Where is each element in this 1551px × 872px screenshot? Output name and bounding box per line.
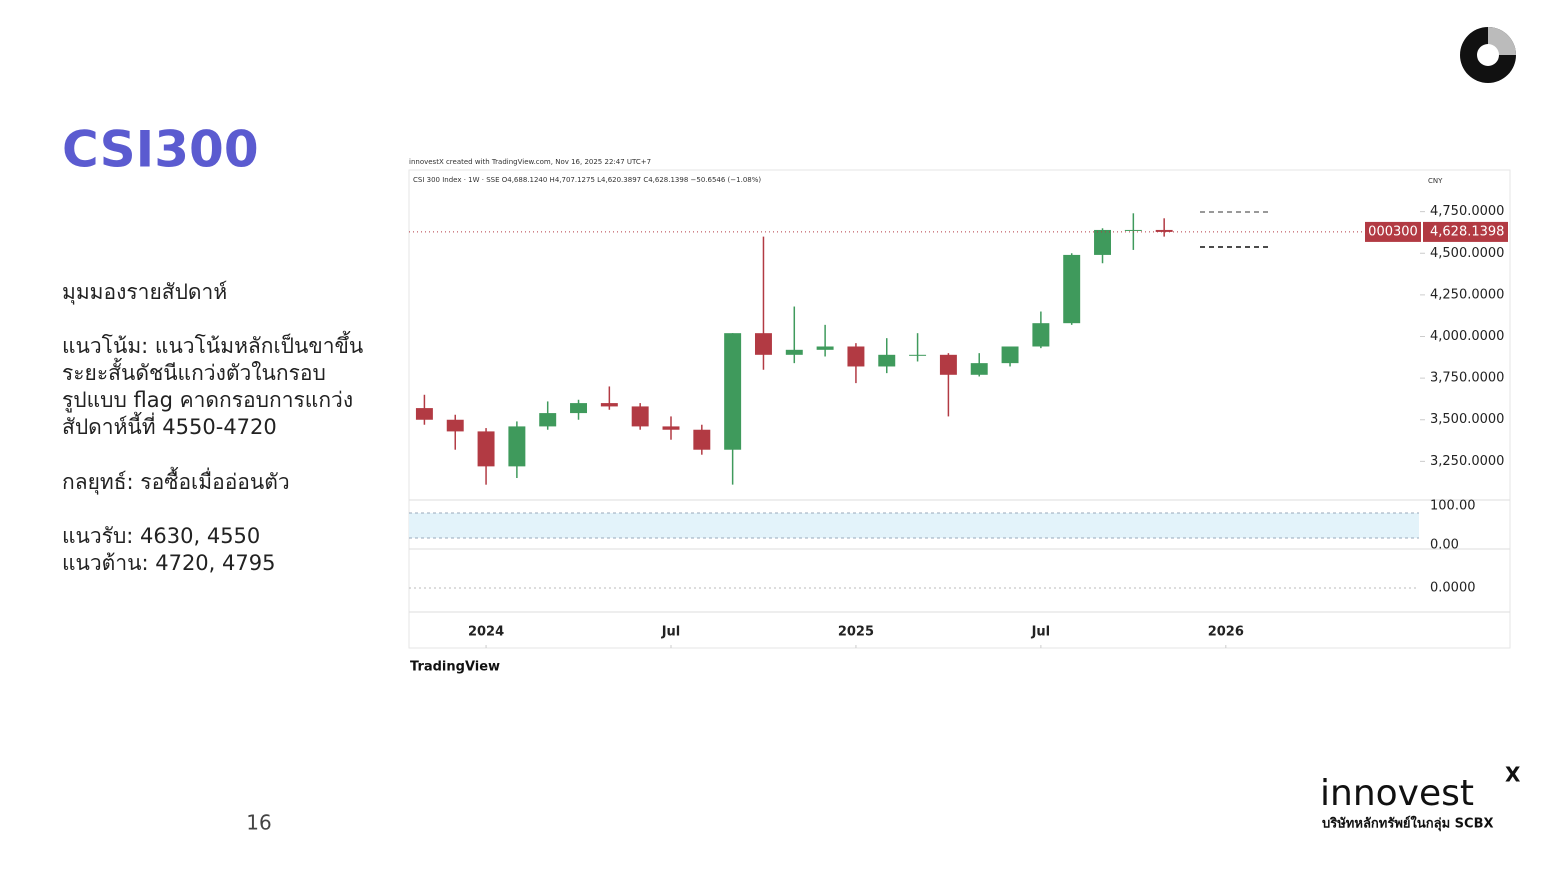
x-tick-label: 2025 [838, 625, 874, 640]
logo-hole [1477, 44, 1499, 66]
candle-body [754, 333, 772, 355]
candle-body [1094, 229, 1111, 255]
x-tick-label: Jul [661, 625, 681, 640]
candle-body [724, 333, 742, 450]
body-text: มุมมองรายสัปดาห์แนวโน้ม: แนวโน้มหลักเป็น… [62, 280, 363, 575]
body-line: กลยุทธ์: รอซื้อเมื่ออ่อนตัว [62, 467, 290, 495]
oscillator-band [409, 513, 1419, 538]
indicator-label: 0.00 [1430, 538, 1459, 553]
y-tick-label: 4,250.0000 [1430, 287, 1504, 302]
page-number: 16 [246, 811, 271, 835]
currency: CNY [1428, 177, 1443, 185]
candle-body [939, 354, 957, 375]
y-tick-label: 3,500.0000 [1430, 412, 1504, 427]
chart-header: CSI 300 Index · 1W · SSE O4,688.1240 H4,… [413, 176, 761, 184]
watermark: TradingView [410, 660, 500, 675]
candle-body [1063, 254, 1081, 324]
slide-title: CSI300 [62, 121, 259, 179]
symbol: 000300 [1368, 224, 1418, 239]
candle-body [878, 354, 896, 367]
x-tick-label: Jul [1031, 625, 1051, 640]
candle-body [847, 346, 865, 367]
body-line: แนวต้าน: 4720, 4795 [62, 551, 275, 575]
body-line: แนวโน้ม: แนวโน้มหลักเป็นขาขึ้น [62, 331, 363, 358]
y-tick-label: 3,750.0000 [1430, 371, 1504, 386]
body-line: แนวรับ: 4630, 4550 [62, 524, 260, 548]
x-tick-label: 2026 [1208, 625, 1244, 640]
candle-body [816, 346, 834, 350]
candle-body [415, 408, 433, 420]
indicator-label: 0.0000 [1430, 581, 1476, 596]
logo-icon [1460, 27, 1516, 83]
candle-body [570, 403, 588, 414]
symbol-tag [1365, 221, 1421, 242]
x-tick-label: 2024 [468, 625, 504, 640]
candle-body [970, 363, 988, 375]
y-tick-label: 4,500.0000 [1430, 246, 1504, 261]
candle-body [600, 403, 618, 407]
y-tick-label: 4,750.0000 [1430, 204, 1504, 219]
candle-body [1032, 323, 1050, 347]
brand-name: innovest [1320, 773, 1474, 814]
candle-body [539, 413, 557, 427]
candle-body [1001, 346, 1019, 364]
candle-body [1155, 229, 1173, 232]
chart: 3,250.0000 3,500.0000 3,750.0000 4,000.0000… [409, 204, 1508, 648]
brand-mark: X [1505, 763, 1521, 787]
chart-credit: innovestX created with TradingView.com, … [409, 158, 651, 166]
body-line: ระยะสั้นดัชนีแกว่งตัวในกรอบ [62, 358, 326, 385]
y-tick-label: 4,000.0000 [1430, 329, 1504, 344]
y-tick-label: 3,250.0000 [1430, 454, 1504, 469]
body-line: สัปดาห์นี้ที่ 4550-4720 [62, 412, 277, 439]
chart-frame [408, 169, 1511, 649]
candle-body [631, 406, 649, 427]
indicator-label: 100.00 [1430, 499, 1476, 514]
candle-body [693, 429, 711, 450]
candle-body [909, 354, 927, 356]
candle-body [477, 431, 495, 467]
price-tag [1423, 221, 1508, 242]
candle-body [508, 426, 526, 467]
body-line: มุมมองรายสัปดาห์ [62, 280, 227, 305]
body-line: รูปแบบ flag คาดกรอบการแกว่ง [62, 388, 353, 413]
candle-body [662, 426, 680, 430]
brand-tagline: บริษัทหลักทรัพย์ในกลุ่ม SCBX [1322, 815, 1494, 832]
candle-body [1124, 229, 1142, 231]
candle-body [785, 349, 803, 355]
last-price: 4,628.1398 [1430, 224, 1504, 239]
candle-body [446, 419, 464, 432]
